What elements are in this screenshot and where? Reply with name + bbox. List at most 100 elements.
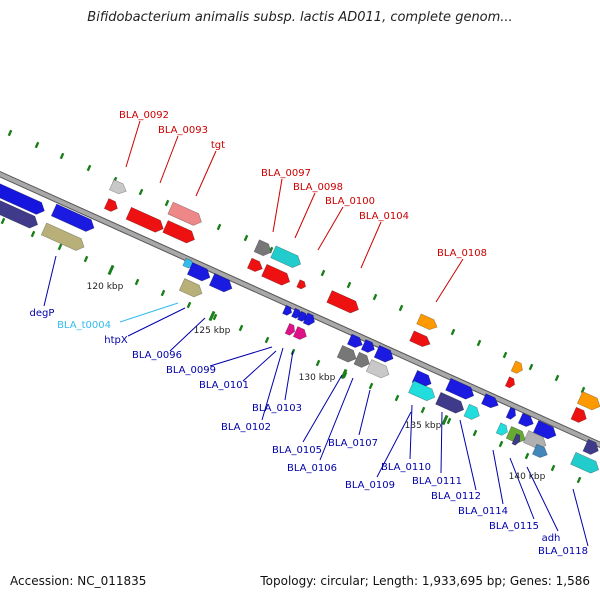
gene-arrow[interactable] [326, 290, 362, 315]
gene-arrow[interactable] [162, 220, 198, 245]
gene-label[interactable]: BLA_0101 [199, 380, 249, 391]
tick-mark [524, 452, 530, 460]
gene-arrow[interactable] [505, 425, 528, 445]
gene-label[interactable]: BLA_0102 [221, 422, 271, 433]
gene-features[interactable] [0, 179, 600, 476]
gene-arrow[interactable] [297, 310, 309, 322]
gene-label[interactable]: BLA_0100 [325, 196, 375, 207]
tick-mark [57, 243, 63, 251]
tick-mark [446, 417, 452, 425]
leader-line [435, 258, 464, 303]
gene-arrow[interactable] [360, 339, 376, 355]
gene-arrow[interactable] [346, 333, 364, 350]
tick-mark [138, 188, 144, 196]
gene-arrow[interactable] [302, 312, 317, 327]
topology-text: Topology: circular; Length: 1,933,695 bp… [260, 574, 590, 588]
gene-label[interactable]: tgt [211, 140, 225, 151]
tick-mark [212, 313, 218, 321]
gene-arrow[interactable] [409, 330, 433, 349]
gene-arrow[interactable] [284, 322, 297, 336]
gene-arrow[interactable] [282, 304, 294, 316]
gene-arrow[interactable] [416, 313, 440, 332]
gene-label[interactable]: BLA_0109 [345, 480, 395, 491]
gene-arrow[interactable] [445, 377, 477, 401]
gene-label[interactable]: BLA_0111 [412, 476, 462, 487]
gene-label[interactable]: BLA_0108 [437, 248, 487, 259]
gene-label[interactable]: BLA_0106 [287, 463, 337, 474]
gene-arrow[interactable] [495, 422, 510, 437]
gene-label[interactable]: BLA_0110 [381, 462, 431, 473]
gene-label[interactable]: BLA_0096 [132, 350, 182, 361]
gene-label[interactable]: BLA_0093 [158, 125, 208, 136]
gene-arrow[interactable] [353, 351, 372, 370]
gene-arrow[interactable] [511, 433, 522, 446]
gene-arrow[interactable] [109, 179, 128, 197]
gene-arrow[interactable] [261, 263, 293, 287]
gene-arrow[interactable] [373, 344, 396, 364]
gene-arrow[interactable] [504, 376, 516, 389]
gene-arrow[interactable] [463, 403, 482, 422]
leader-line [360, 221, 382, 269]
gene-arrow[interactable] [178, 278, 204, 300]
gene-arrow[interactable] [365, 359, 391, 381]
gene-arrow[interactable] [270, 245, 304, 270]
gene-label[interactable]: BLA_0099 [166, 365, 216, 376]
leader-line [272, 178, 283, 233]
tick-mark [264, 336, 270, 344]
gene-arrow[interactable] [570, 451, 600, 475]
gene-arrow[interactable] [186, 262, 212, 284]
leader-line [195, 150, 217, 197]
gene-label[interactable]: BLA_0097 [261, 168, 311, 179]
gene-label[interactable]: adh [542, 533, 561, 544]
gene-arrow[interactable] [435, 391, 467, 415]
gene-label[interactable]: BLA_0118 [538, 546, 588, 557]
gene-arrow[interactable] [532, 420, 558, 442]
gene-label[interactable]: BLA_0104 [359, 211, 409, 222]
gene-arrow[interactable] [510, 360, 525, 375]
tick-mark [441, 414, 449, 426]
gene-arrow[interactable] [246, 257, 264, 274]
gene-arrow[interactable] [570, 406, 589, 425]
gene-arrow[interactable] [253, 239, 274, 258]
gene-arrow[interactable] [167, 201, 204, 228]
gene-arrow[interactable] [125, 206, 166, 234]
gene-arrow[interactable] [336, 344, 359, 364]
gene-label[interactable]: BLA_0112 [431, 491, 481, 502]
leader-line [509, 457, 535, 520]
gene-label[interactable]: BLA_0107 [328, 438, 378, 449]
gene-arrow[interactable] [0, 196, 40, 230]
gene-arrow[interactable] [582, 438, 600, 457]
gene-arrow[interactable] [40, 222, 86, 253]
gene-label[interactable]: BLA_0105 [272, 445, 322, 456]
gene-arrow[interactable] [481, 393, 500, 411]
gene-label[interactable]: htpX [104, 335, 128, 346]
gene-arrow[interactable] [291, 307, 303, 319]
gene-arrow[interactable] [531, 443, 549, 460]
gene-arrow[interactable] [517, 412, 535, 429]
leader-line [43, 255, 57, 307]
gene-arrow[interactable] [505, 406, 518, 420]
gene-arrow[interactable] [0, 180, 47, 217]
gene-arrow[interactable] [292, 326, 308, 342]
gene-label[interactable]: BLA_0115 [489, 521, 539, 532]
tick-mark [498, 440, 504, 448]
gene-arrow[interactable] [576, 391, 600, 413]
gene-label[interactable]: degP [30, 308, 55, 319]
tick-mark [550, 464, 556, 472]
gene-arrow[interactable] [296, 279, 308, 291]
gene-label[interactable]: BLA_0092 [119, 110, 169, 121]
gene-arrow[interactable] [103, 198, 119, 214]
gene-arrow[interactable] [50, 203, 96, 234]
gene-arrow[interactable] [208, 273, 234, 295]
tick-mark [398, 304, 404, 312]
gene-label[interactable]: BLA_t0004 [57, 320, 111, 331]
gene-arrow[interactable] [408, 380, 437, 404]
gene-label[interactable]: BLA_0114 [458, 506, 508, 517]
tick-mark [7, 129, 13, 137]
gene-label[interactable]: BLA_0103 [252, 403, 302, 414]
gene-label[interactable]: BLA_0098 [293, 182, 343, 193]
tick-mark [368, 382, 374, 390]
tick-mark [186, 301, 192, 309]
